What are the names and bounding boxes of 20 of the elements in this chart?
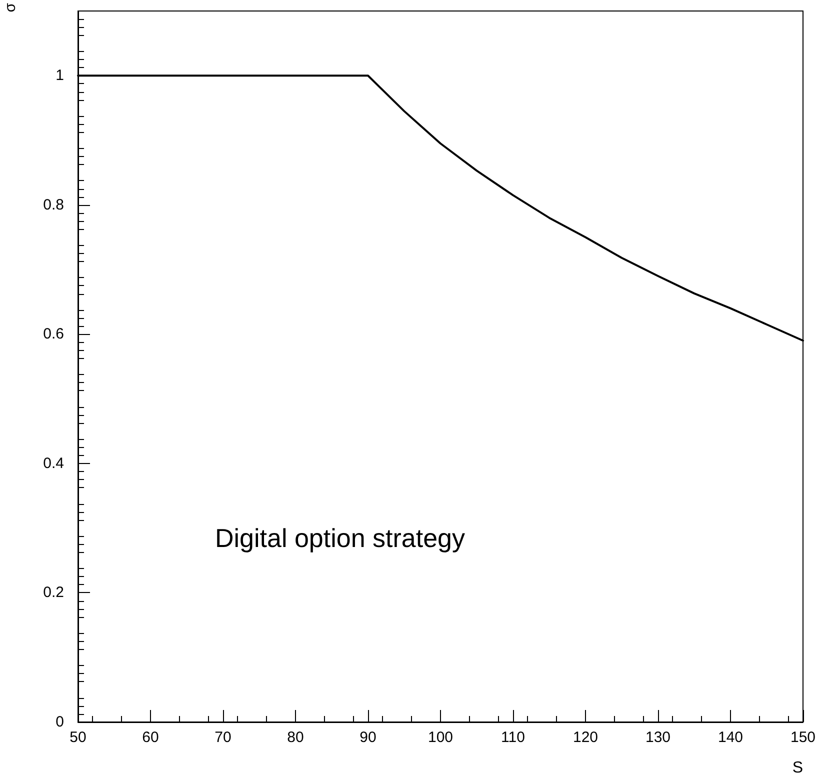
y-tick-label: 0.2	[43, 584, 64, 602]
x-tick-label: 150	[790, 729, 816, 746]
y-tick-label: 0	[56, 714, 64, 730]
y-tick-label: 1	[56, 67, 64, 84]
x-tick-label: 100	[428, 729, 454, 746]
x-tick-label: 140	[718, 729, 744, 746]
y-tick-label: 0.4	[43, 454, 64, 472]
x-tick-label: 110	[501, 729, 525, 746]
x-tick-label: 70	[214, 729, 232, 746]
x-tick-label: 90	[360, 729, 376, 746]
y-tick-label: 0.6	[43, 326, 64, 343]
annotation: Digital option strategy	[215, 523, 466, 553]
x-axis-title: S	[792, 760, 803, 776]
y-tick-label: 0.8	[43, 196, 64, 214]
x-tick-label: 130	[645, 729, 671, 746]
x-tick-label: 80	[287, 729, 304, 746]
y-axis-title: σ	[2, 2, 19, 12]
x-tick-label: 120	[572, 729, 598, 746]
x-tick-label: 50	[70, 729, 86, 746]
x-tick-label: 60	[142, 729, 159, 746]
